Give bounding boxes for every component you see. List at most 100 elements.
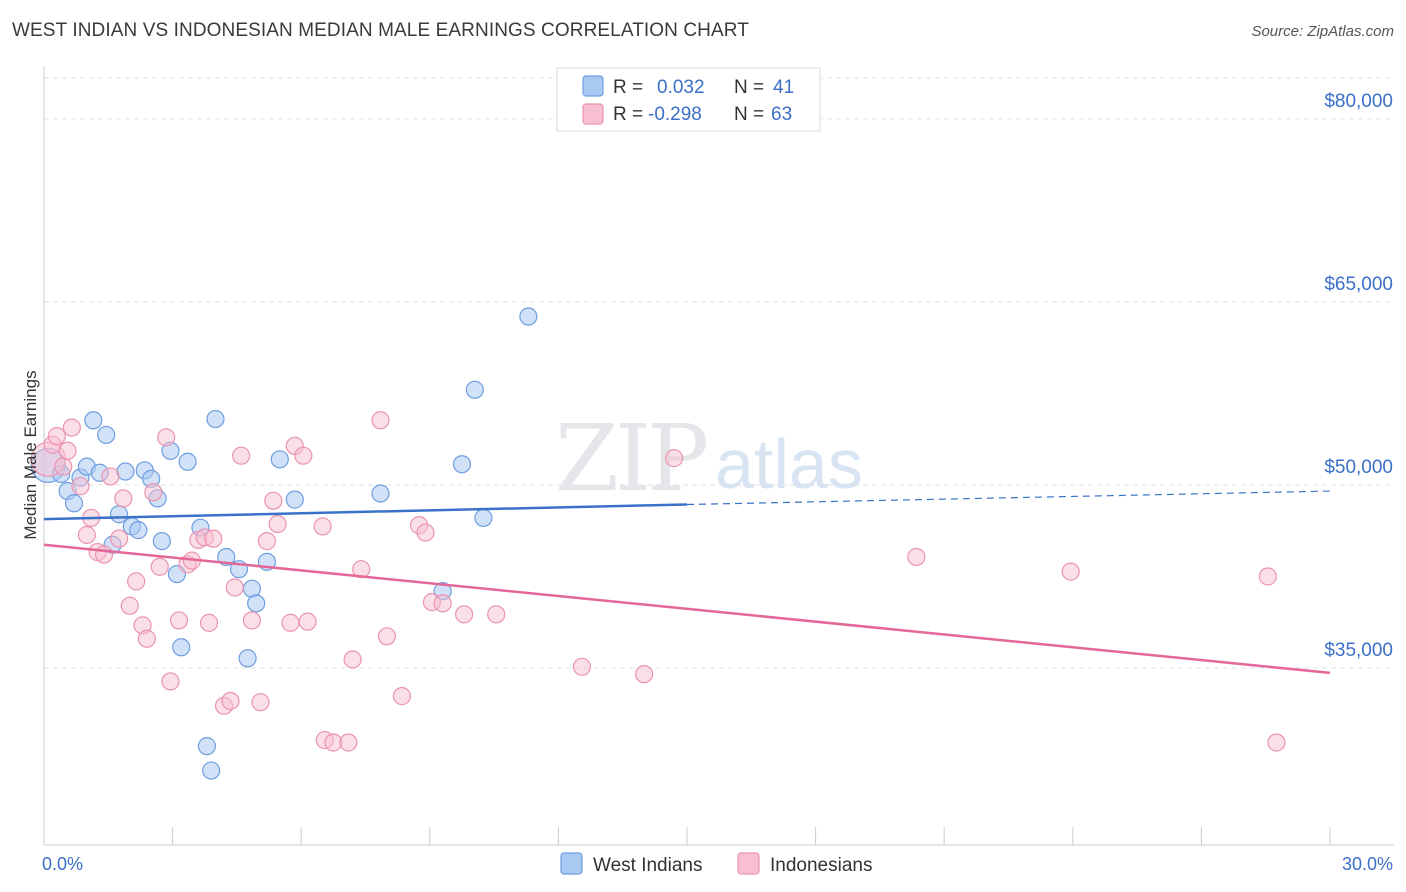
west-indians-point [202, 761, 221, 780]
legend-n-label-west-indians: N = [734, 77, 764, 98]
west-indians-point [474, 508, 493, 528]
indonesians-point [487, 605, 506, 624]
west-indians-point [178, 452, 197, 471]
indonesians-trend-line [43, 543, 1331, 675]
west-indians-point [116, 462, 135, 481]
legend-r-value-indonesians: -0.298 [648, 104, 702, 125]
indonesians-point [94, 545, 114, 564]
bottom-legend-label-west-indians: West Indians [593, 855, 702, 876]
indonesians-point [114, 489, 133, 508]
indonesians-point [377, 627, 397, 646]
indonesians-point [281, 613, 300, 632]
legend-swatch-west-indians [582, 75, 604, 97]
x-tick-labels: 0.0% 30.0% [42, 854, 1393, 874]
bottom-legend-swatch-west-indians [560, 852, 583, 875]
indonesians-point [343, 650, 362, 669]
west-indians-point [129, 521, 148, 540]
indonesians-point [109, 529, 129, 548]
west-indians-point [238, 649, 257, 668]
legend-n-value-west-indians: 41 [773, 77, 794, 98]
indonesians-point [416, 523, 435, 542]
indonesians-point [665, 449, 684, 468]
y-tick-label: $50,000 [1324, 457, 1393, 478]
indonesians-point [157, 428, 176, 447]
west-indians-point [247, 594, 266, 613]
west-indians-point [152, 532, 171, 551]
trend-lines [43, 490, 1331, 675]
indonesians-point [225, 578, 244, 597]
x-tick-label: 30.0% [1342, 854, 1393, 874]
west-indians-point [64, 494, 84, 513]
indonesians-point [392, 687, 412, 706]
indonesians-point [313, 517, 332, 536]
west-indians-point [97, 425, 116, 445]
indonesians-point [120, 596, 139, 615]
indonesians-point [47, 427, 66, 446]
indonesians-point [232, 446, 251, 465]
bottom-legend: West Indians Indonesians [560, 852, 872, 876]
indonesians-point [169, 611, 189, 630]
bottom-legend-label-indonesians: Indonesians [770, 855, 872, 876]
indonesians-point [635, 665, 654, 684]
west-indians-point [452, 455, 472, 474]
west-indians-point [109, 505, 129, 524]
indonesians-point [101, 467, 120, 486]
indonesians-point [433, 594, 452, 613]
indonesians-point [54, 457, 73, 476]
indonesians-point [1267, 733, 1286, 752]
legend-box: R = 0.032 N = 41 R = -0.298 N = 63 [556, 67, 821, 132]
legend-n-label-indonesians: N = [734, 104, 764, 125]
legend-n-value-indonesians: 63 [771, 104, 792, 125]
indonesians-point [907, 547, 926, 567]
indonesians-point [298, 612, 317, 631]
indonesians-point [127, 572, 146, 591]
west-indians-point [197, 737, 216, 756]
west-indians-point [217, 547, 236, 567]
y-tick-labels: $35,000 $50,000 $65,000 $80,000 [1324, 91, 1393, 661]
indonesians-point [1258, 567, 1277, 586]
west-indians-point [285, 490, 304, 509]
west-indians-point [270, 450, 289, 469]
west-indians-point [465, 380, 484, 399]
indonesians-point [242, 611, 262, 630]
indonesians-point [572, 657, 592, 676]
y-tick-label: $65,000 [1324, 274, 1393, 295]
west-indians-point [206, 409, 225, 429]
indonesians-point [1061, 562, 1080, 581]
legend-r-label-indonesians: R = [613, 104, 643, 125]
indonesians-point [62, 418, 81, 437]
indonesians-point [161, 672, 180, 691]
west-indians-point [172, 638, 191, 657]
legend-r-label-west-indians: R = [613, 77, 643, 98]
indonesians-point [371, 411, 390, 430]
chart-source: Source: ZipAtlas.com [1251, 23, 1394, 40]
indonesians-point [221, 691, 240, 711]
indonesians-point [71, 477, 90, 496]
grid-lines [44, 77, 1394, 669]
indonesians-point [454, 605, 474, 624]
indonesians-point [339, 733, 358, 752]
indonesians-point [144, 483, 163, 502]
west-indians-point [519, 307, 538, 326]
y-tick-label: $35,000 [1324, 640, 1393, 661]
indonesians-point [199, 613, 219, 632]
west-indians-trend-line [43, 503, 688, 521]
west-indians-point [371, 484, 390, 503]
indonesians-point [204, 529, 223, 548]
data-points [30, 307, 1286, 780]
west-indians-point [84, 411, 103, 430]
indonesians-point [77, 525, 96, 545]
indonesians-point [352, 560, 371, 579]
indonesians-point [251, 693, 270, 712]
indonesians-point [150, 557, 169, 576]
watermark-zip: ZIP [555, 405, 706, 512]
y-tick-label: $80,000 [1324, 91, 1393, 112]
watermark-atlas: atlas [715, 425, 863, 503]
chart-title: WEST INDIAN VS INDONESIAN MEDIAN MALE EA… [12, 20, 749, 41]
watermark: ZIP atlas [555, 405, 863, 512]
bottom-legend-swatch-indonesians [737, 852, 760, 875]
x-tick-label: 0.0% [42, 854, 83, 874]
legend-swatch-indonesians [582, 103, 604, 125]
indonesians-point [137, 629, 156, 648]
